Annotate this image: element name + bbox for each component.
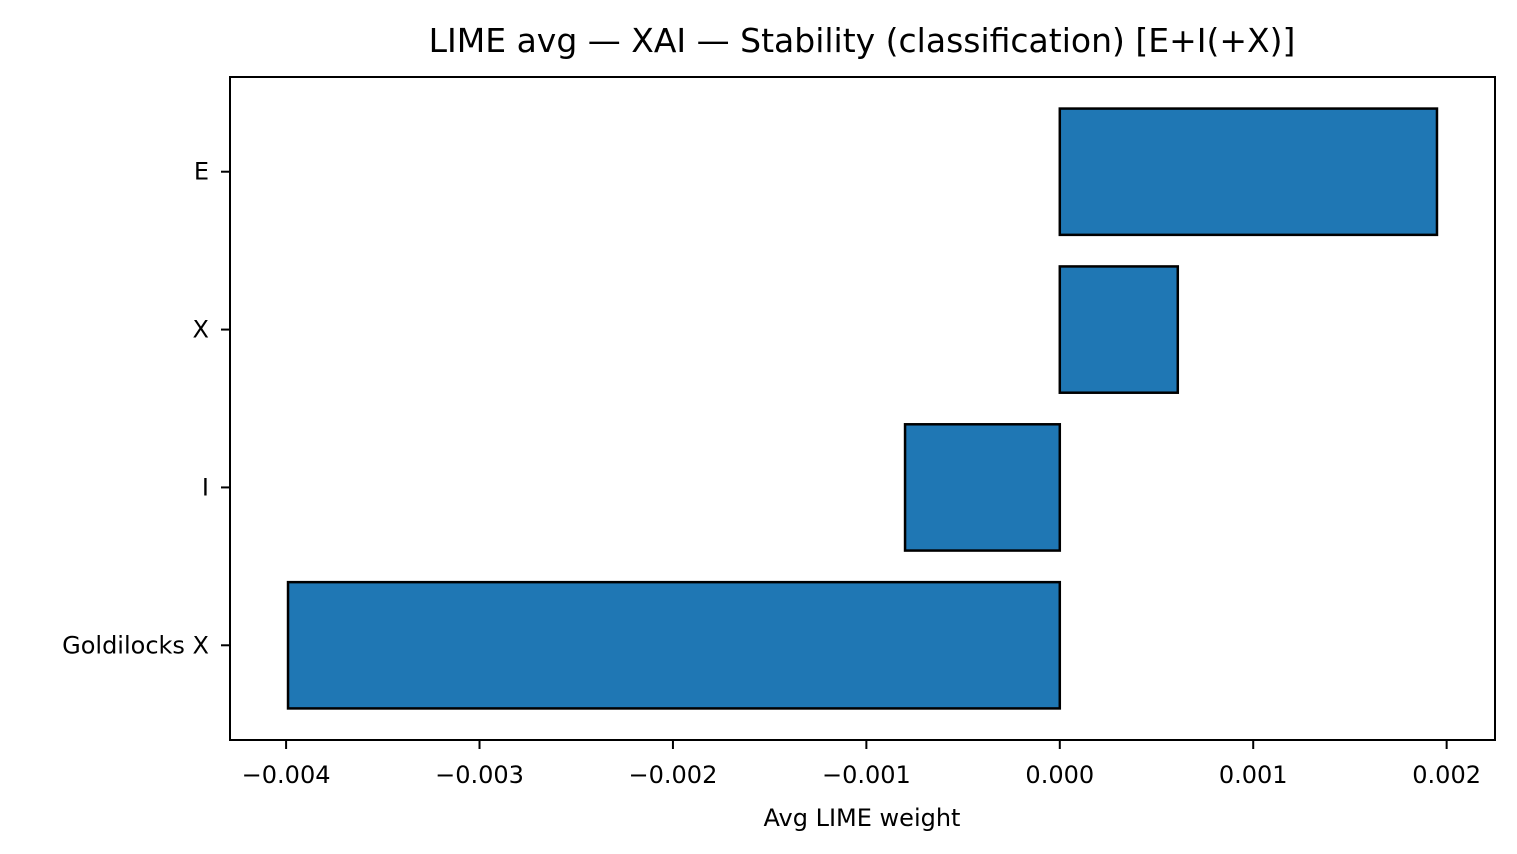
x-tick-label: −0.004 xyxy=(242,761,331,789)
y-axis: Goldilocks X I X E xyxy=(62,158,230,659)
y-tick-label: X xyxy=(193,316,209,344)
x-axis-label: Avg LIME weight xyxy=(764,804,961,832)
x-tick-label: −0.002 xyxy=(629,761,718,789)
y-tick-label: I xyxy=(202,473,209,501)
x-tick-label: 0.002 xyxy=(1412,761,1481,789)
y-tick-label: E xyxy=(194,158,209,186)
x-tick-label: −0.001 xyxy=(822,761,911,789)
bar-goldilocks-x xyxy=(286,580,1062,710)
x-tick-label: −0.003 xyxy=(435,761,524,789)
plot-frame xyxy=(229,76,1496,741)
bars-layer xyxy=(286,107,1439,710)
chart-title: LIME avg — XAI — Stability (classificati… xyxy=(429,21,1296,60)
bar-x xyxy=(1058,265,1180,394)
x-tick-label: 0.001 xyxy=(1219,761,1288,789)
x-tick-label: 0.000 xyxy=(1025,761,1094,789)
y-tick-label: Goldilocks X xyxy=(62,631,209,659)
bar-e xyxy=(1058,107,1439,237)
bar-i xyxy=(903,423,1062,552)
x-axis: −0.004 −0.003 −0.002 −0.001 0.000 0.001 0.002 xyxy=(242,740,1481,789)
